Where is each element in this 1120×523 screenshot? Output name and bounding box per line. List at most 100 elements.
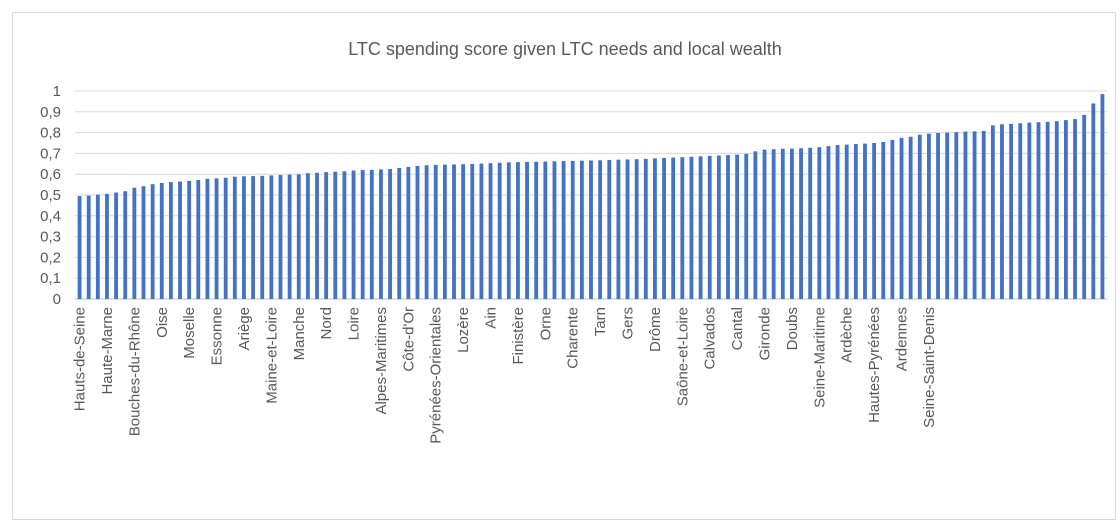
bar xyxy=(698,156,703,299)
y-tick-label: 0,1 xyxy=(40,270,61,287)
bar xyxy=(415,165,420,299)
bar xyxy=(324,172,329,299)
bar xyxy=(926,133,931,299)
bar xyxy=(223,177,228,299)
bar xyxy=(251,176,256,299)
bar xyxy=(470,164,475,299)
bar xyxy=(497,162,502,299)
bar xyxy=(506,162,511,299)
bar xyxy=(150,184,155,299)
bar xyxy=(844,144,849,299)
bar xyxy=(452,164,456,299)
bar xyxy=(945,132,950,299)
bar xyxy=(1073,119,1077,299)
bar xyxy=(433,164,438,299)
x-tick-label: Pyrénées-Orientales xyxy=(428,307,445,444)
y-tick-label: 0,5 xyxy=(40,187,61,204)
bar xyxy=(936,133,940,299)
chart-title: LTC spending score given LTC needs and l… xyxy=(348,39,782,59)
bar xyxy=(369,169,374,299)
x-tick-label: Gers xyxy=(620,307,637,340)
bar xyxy=(835,145,840,299)
x-tick-label: Manche xyxy=(291,307,308,360)
bar xyxy=(1063,120,1068,300)
bar xyxy=(716,155,721,299)
bar xyxy=(461,164,466,299)
bar xyxy=(1036,122,1041,299)
x-tick-label: Moselle xyxy=(181,307,198,359)
bar xyxy=(1100,94,1105,300)
bar xyxy=(406,166,411,299)
x-tick-label: Ain xyxy=(483,307,500,329)
chart-frame: LTC spending score given LTC needs and l… xyxy=(12,12,1116,520)
bar xyxy=(168,182,173,299)
bar xyxy=(561,161,566,299)
bar xyxy=(86,195,91,299)
y-axis: 0 0,1 0,2 0,3 0,4 0,5 0,6 0,7 0,8 0,9 1 xyxy=(40,83,61,308)
bar xyxy=(1009,123,1014,299)
bar xyxy=(680,157,685,299)
x-tick-label: Calvados xyxy=(702,307,719,370)
x-tick-label: Ardèche xyxy=(839,307,856,363)
bar xyxy=(972,131,977,299)
x-tick-label: Cantal xyxy=(729,307,746,350)
bar xyxy=(269,175,274,299)
bar xyxy=(1054,121,1059,299)
bar xyxy=(908,136,913,299)
bar xyxy=(762,149,767,299)
bar xyxy=(305,173,310,299)
bar xyxy=(442,164,447,299)
bar xyxy=(379,169,383,299)
x-tick-label: Charente xyxy=(565,307,582,369)
x-tick-label: Hautes-Pyrénées xyxy=(866,307,883,423)
x-tick-label: Loire xyxy=(346,307,363,340)
bar xyxy=(159,182,164,299)
bar xyxy=(634,159,639,299)
bar xyxy=(872,143,877,299)
bar xyxy=(260,175,265,299)
x-tick-label: Maine-et-Loire xyxy=(263,307,280,404)
bar xyxy=(187,180,192,299)
bar xyxy=(287,174,292,299)
x-tick-label: Gironde xyxy=(757,307,774,360)
x-tick-label: Nord xyxy=(318,307,335,340)
bar xyxy=(863,143,867,299)
bar xyxy=(1082,114,1087,299)
bar xyxy=(205,178,210,299)
bar xyxy=(662,157,666,299)
x-tick-label: Finistère xyxy=(510,307,527,365)
bar xyxy=(826,146,831,299)
x-tick-label: Saône-et-Loire xyxy=(674,307,691,406)
bar xyxy=(607,160,612,299)
bar xyxy=(671,157,676,299)
bar xyxy=(525,161,529,299)
x-tick-label: Hauts-de-Seine xyxy=(72,307,89,411)
bar xyxy=(744,153,749,299)
bar xyxy=(360,170,365,299)
bar xyxy=(77,196,82,299)
y-tick-label: 0,8 xyxy=(40,125,61,142)
bar xyxy=(315,172,319,299)
bar xyxy=(424,165,429,299)
bar xyxy=(881,141,886,299)
bar xyxy=(479,163,484,299)
bar xyxy=(963,131,968,299)
bar xyxy=(141,186,146,299)
bar xyxy=(689,156,694,299)
bar xyxy=(890,139,895,299)
bar xyxy=(114,192,119,299)
bar xyxy=(780,148,785,299)
bar xyxy=(1045,121,1050,299)
x-tick-label: Orne xyxy=(537,307,554,340)
x-axis: Hauts-de-Seine Haute-Marne Bouches-du-Rhôn… xyxy=(72,307,938,444)
bar xyxy=(771,149,776,299)
bars xyxy=(77,94,1105,300)
x-tick-label: Alpes-Maritimes xyxy=(373,307,390,415)
bar xyxy=(278,175,283,299)
bar xyxy=(178,181,182,299)
y-tick-label: 1 xyxy=(53,83,61,100)
x-tick-label: Oise xyxy=(154,307,171,338)
bar xyxy=(589,160,593,299)
bar xyxy=(242,176,246,299)
bar xyxy=(643,158,648,299)
